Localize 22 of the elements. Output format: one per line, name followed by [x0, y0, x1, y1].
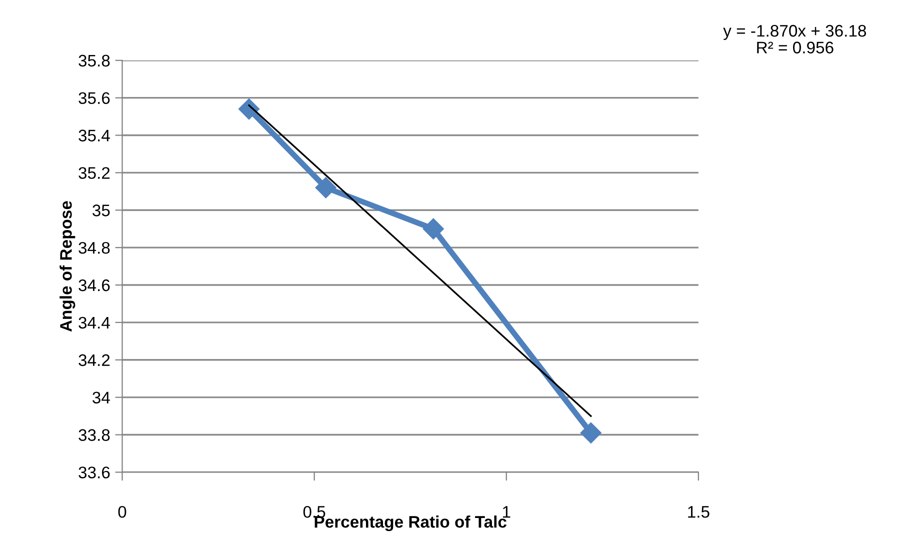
y-tick-label: 35.8 — [78, 54, 110, 67]
x-axis-title: Percentage Ratio of Talc — [314, 516, 506, 532]
x-tick-label: 1.5 — [688, 506, 710, 518]
y-tick-label: 33.6 — [78, 466, 110, 478]
point — [422, 218, 444, 240]
x-tick-label: 1 — [503, 506, 510, 518]
y-tick-label: 35 — [92, 204, 110, 216]
y-tick-label: 34.8 — [78, 242, 110, 254]
y-tick-label: 34 — [92, 392, 110, 404]
y-tick-label: 33.8 — [78, 429, 110, 441]
point — [580, 422, 602, 444]
x-tick-label: 0 — [118, 506, 126, 518]
y-tick-label: 34.2 — [78, 354, 110, 366]
y-tick-label: 35.4 — [78, 130, 110, 142]
y-tick-label: 34.6 — [78, 279, 110, 292]
text: y = -1.870x + 36.18 R² = 0.956 — [723, 24, 866, 54]
y-tick-label: 35.6 — [78, 92, 110, 104]
y-tick-label: 34.4 — [78, 316, 110, 329]
point — [315, 177, 336, 198]
y-tick-label: 35.2 — [78, 167, 110, 179]
point — [238, 98, 260, 120]
y-axis-title: Angle of Repose — [60, 201, 76, 332]
